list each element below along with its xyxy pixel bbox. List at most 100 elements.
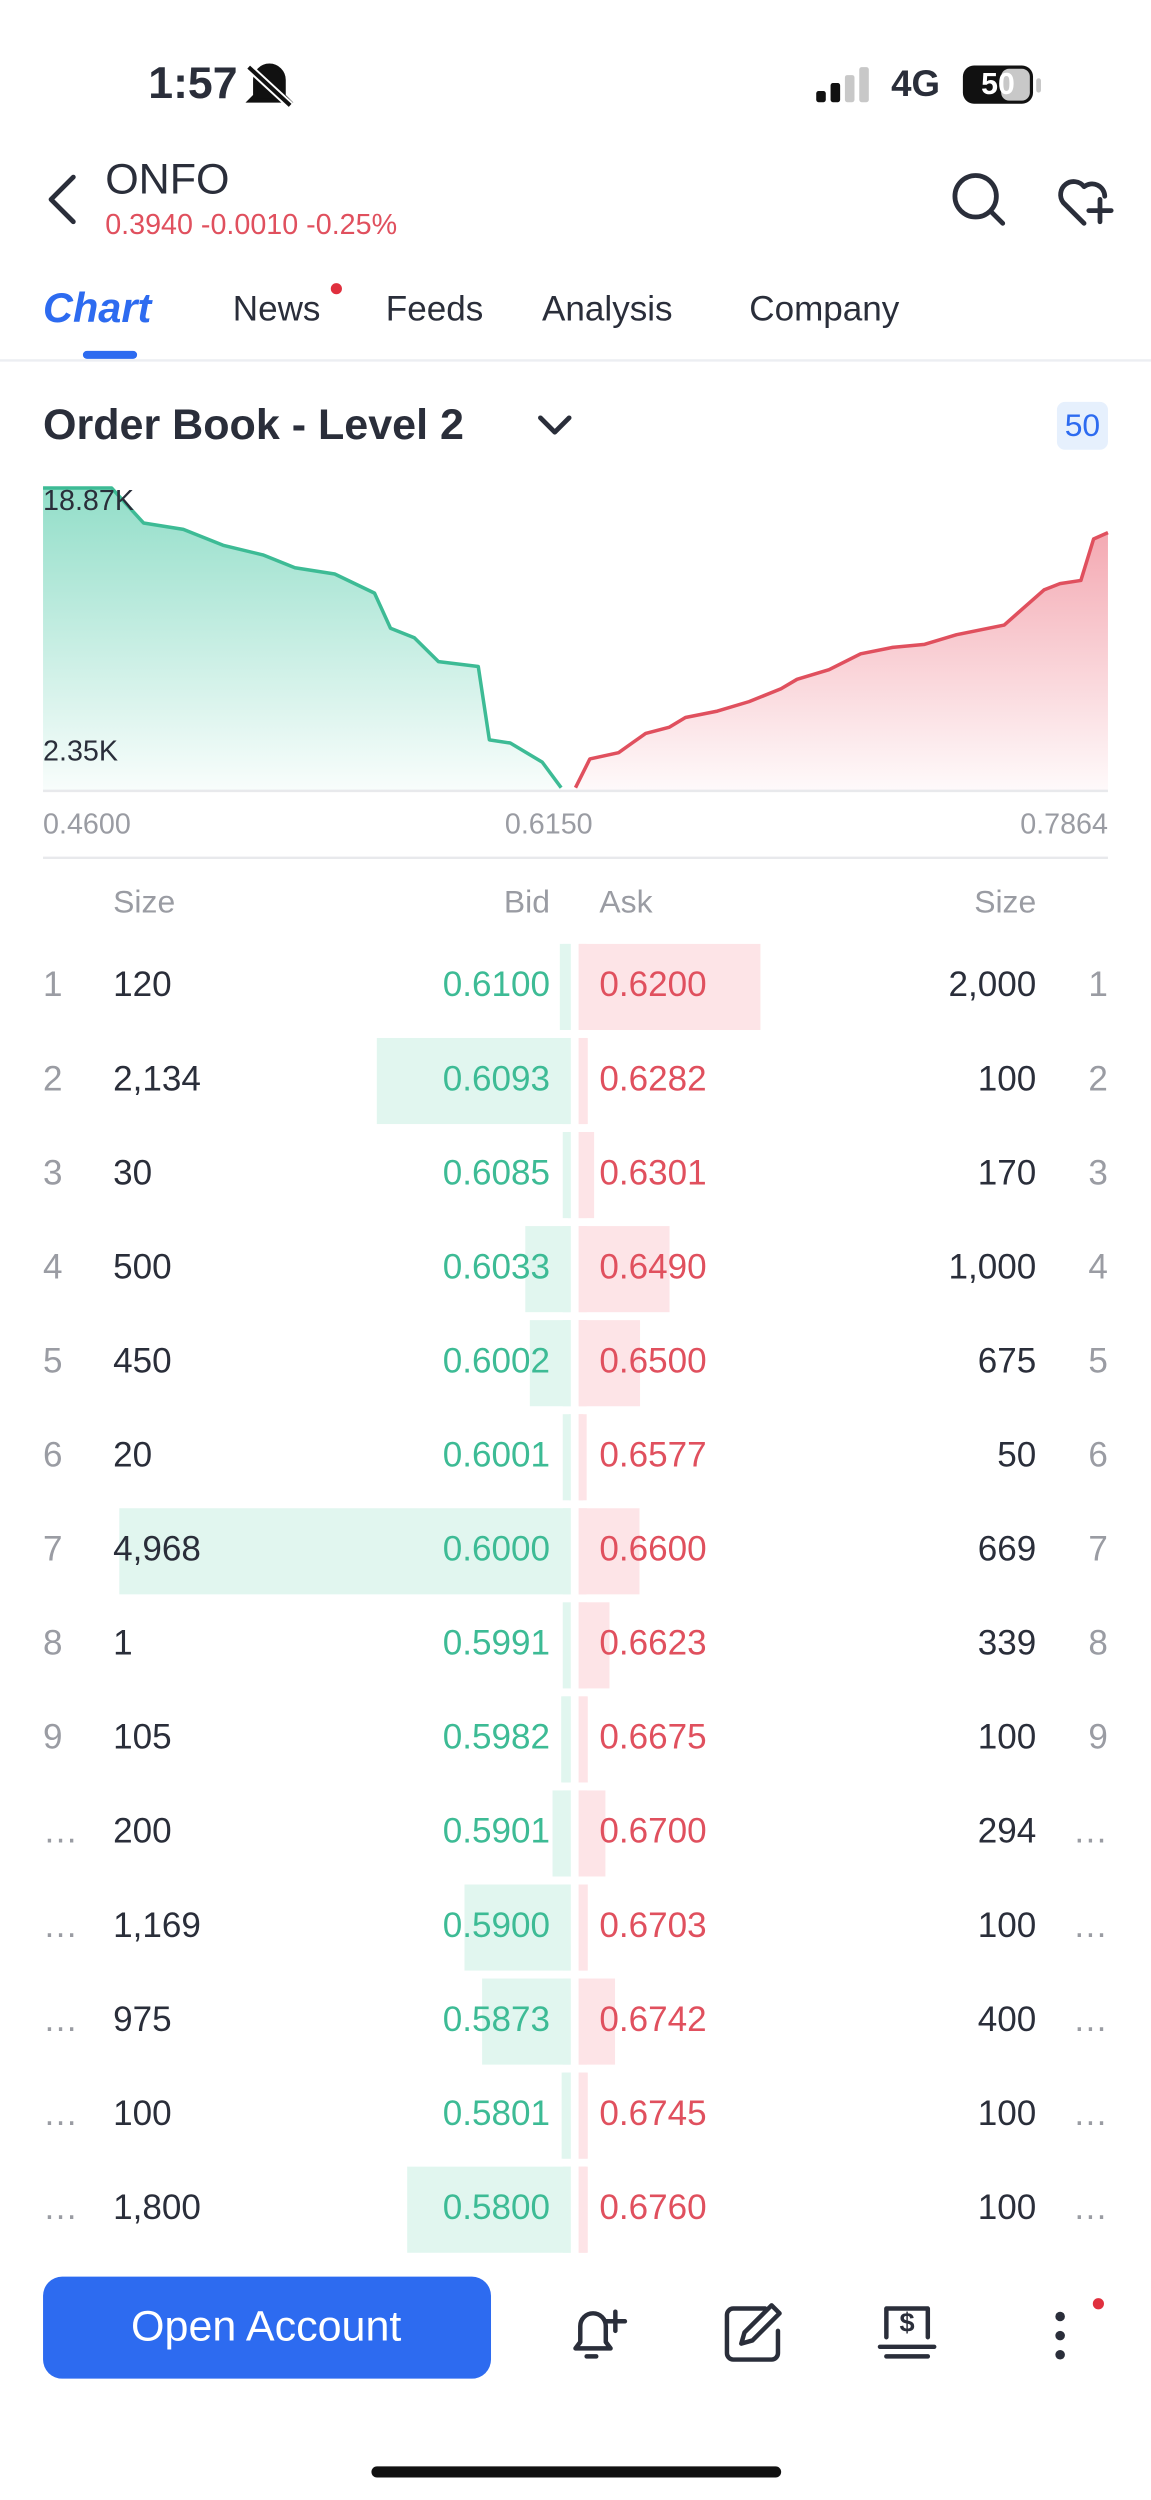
dropdown-icon[interactable] — [538, 415, 572, 435]
bid-size: 1,800 — [113, 2188, 201, 2227]
ask-edge — [578, 1132, 587, 1219]
level: 4 — [43, 1247, 63, 1286]
battery-icon — [962, 65, 1042, 104]
bid-size: 105 — [113, 1718, 172, 1757]
ask-edge — [578, 1884, 587, 1971]
ask-size: 675 — [978, 1341, 1037, 1380]
bid-price: 0.6100 — [443, 965, 550, 1004]
more-button[interactable] — [1055, 2311, 1065, 2360]
ask-size: 170 — [978, 1153, 1037, 1192]
level: … — [43, 1812, 78, 1851]
level: 7 — [43, 1530, 63, 1569]
watchlist-button[interactable] — [1058, 179, 1114, 226]
bid-edge — [562, 1978, 571, 2065]
ask-price: 0.6623 — [599, 1624, 706, 1663]
trade-button[interactable]: $ — [877, 2306, 937, 2359]
home-indicator — [371, 2466, 782, 2478]
ask-price: 0.6577 — [599, 1436, 706, 1475]
depth-area — [43, 487, 562, 791]
ask-edge — [578, 1414, 587, 1501]
search-button[interactable] — [952, 173, 1006, 226]
tab[interactable]: Analysis — [542, 289, 673, 328]
note-button[interactable] — [724, 2303, 782, 2362]
ask-price: 0.6600 — [599, 1530, 706, 1569]
bid-size: 450 — [113, 1341, 172, 1380]
ask-size: 2,000 — [948, 965, 1036, 1004]
level: 9 — [43, 1718, 63, 1757]
open-account-button[interactable] — [43, 2276, 492, 2379]
bid-edge — [562, 1790, 571, 1877]
x-tick-label: 0.4600 — [43, 809, 131, 841]
bid-price: 0.5801 — [443, 2094, 550, 2133]
tab[interactable]: Feeds — [386, 289, 483, 328]
depth-chart: 18.87K 2.35K 0.4600 0.6150 0.7864 — [43, 485, 1109, 841]
x-tick-label: 0.7864 — [1020, 809, 1108, 841]
ask-size: 1,000 — [948, 1247, 1036, 1286]
tab[interactable]: News — [233, 289, 321, 328]
ask-size: 100 — [978, 2188, 1037, 2227]
ask-price: 0.6200 — [599, 965, 706, 1004]
bid-edge — [562, 1132, 571, 1219]
back-button[interactable] — [48, 174, 76, 225]
battery-level: 50 — [981, 68, 1015, 101]
level: … — [43, 2000, 78, 2039]
ask-price: 0.6490 — [599, 1247, 706, 1286]
level: … — [43, 2188, 78, 2227]
ask-depth-bar — [578, 1320, 641, 1407]
bid-price: 0.5873 — [443, 2000, 550, 2039]
level: … — [1073, 1812, 1108, 1851]
bid-depth-bar — [119, 1508, 571, 1595]
bid-size: 975 — [113, 2000, 172, 2039]
y-tick-label: 18.87K — [43, 485, 134, 517]
bid-depth-bar — [376, 1037, 571, 1125]
bid-price: 0.6093 — [443, 1059, 550, 1098]
bid-price: 0.5991 — [443, 1624, 550, 1663]
bid-depth-bar — [407, 2166, 571, 2253]
bid-price: 0.6001 — [443, 1436, 550, 1475]
ask-edge — [578, 1602, 587, 1689]
level: … — [1073, 2094, 1108, 2133]
bid-size: 120 — [113, 965, 172, 1004]
ask-price: 0.6703 — [599, 1906, 706, 1945]
network: 4G — [891, 63, 940, 104]
depth-badge[interactable] — [1056, 401, 1108, 450]
bid-edge — [562, 2166, 571, 2253]
ask-depth-bar — [578, 943, 761, 1031]
level: … — [1073, 2188, 1108, 2227]
bid-size: 2,134 — [113, 1059, 201, 1098]
bid-price: 0.5982 — [443, 1718, 550, 1757]
depth-line — [573, 531, 1109, 789]
ask-edge — [578, 1226, 587, 1313]
ask-edge — [578, 2166, 587, 2253]
signal-icon — [816, 67, 869, 103]
alert-button[interactable] — [573, 2309, 628, 2359]
bid-price: 0.5901 — [443, 1812, 550, 1851]
level: 8 — [1088, 1624, 1108, 1663]
level: … — [43, 2094, 78, 2133]
bid-depth-bar — [464, 1884, 571, 1971]
ask-size: 100 — [978, 1718, 1037, 1757]
bid-price: 0.6033 — [443, 1247, 550, 1286]
ask-edge — [578, 2072, 587, 2159]
ask-edge — [578, 1790, 587, 1877]
level: 7 — [1088, 1530, 1108, 1569]
ask-edge — [578, 1508, 587, 1595]
tab[interactable]: Company — [749, 289, 900, 328]
button-label: Open Account — [131, 2303, 401, 2351]
level: 2 — [1088, 1059, 1108, 1098]
ask-depth-bar — [578, 1226, 670, 1313]
depth-area — [575, 532, 1108, 791]
bid-edge — [562, 2072, 571, 2159]
tab[interactable]: Chart — [43, 284, 153, 331]
ask-edge — [578, 1978, 587, 2065]
ask-size: 100 — [978, 2094, 1037, 2133]
bid-size: 30 — [113, 1153, 152, 1192]
ask-size: 100 — [978, 1059, 1037, 1098]
bid-edge — [562, 1320, 571, 1407]
ask-price: 0.6760 — [599, 2188, 706, 2227]
tab-indicator — [82, 350, 138, 359]
x-tick-label: 0.6150 — [505, 809, 593, 841]
ask-size: 50 — [997, 1436, 1036, 1475]
ask-edge — [578, 943, 587, 1031]
